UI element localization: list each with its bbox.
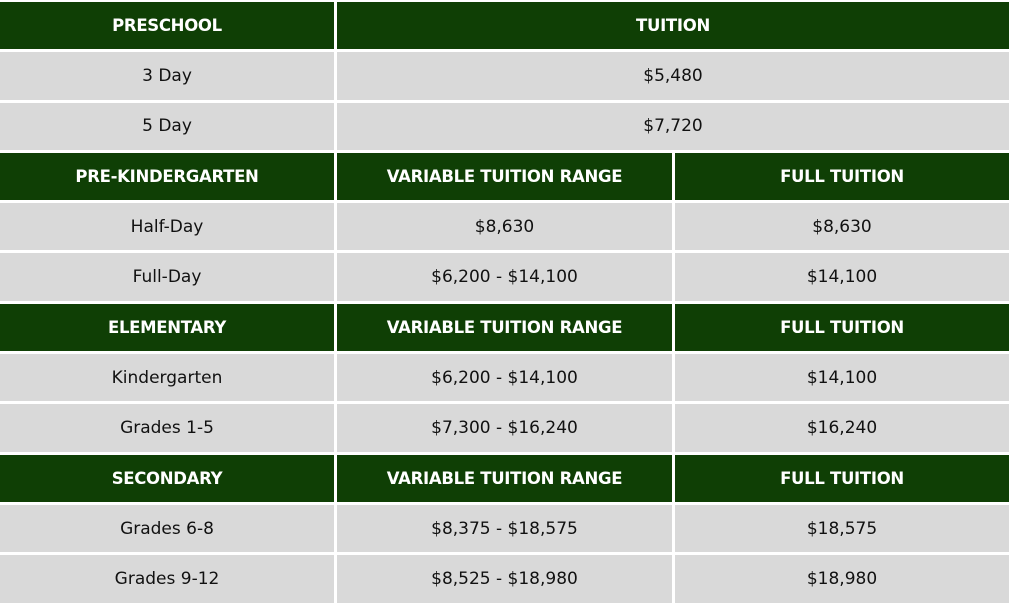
- header-cell: TUITION: [337, 2, 1009, 50]
- program-cell: 5 Day: [0, 102, 334, 150]
- tuition-cell: $5,480: [337, 52, 1009, 100]
- header-cell: VARIABLE TUITION RANGE: [337, 152, 672, 201]
- header-cell: VARIABLE TUITION RANGE: [337, 303, 672, 352]
- table-row: 5 Day $7,720: [0, 102, 1009, 150]
- range-cell: $8,630: [337, 203, 672, 251]
- header-cell: SECONDARY: [0, 454, 334, 502]
- full-tuition-cell: $18,575: [675, 504, 1009, 553]
- range-cell: $8,375 - $18,575: [337, 504, 672, 553]
- header-cell: VARIABLE TUITION RANGE: [337, 454, 672, 502]
- range-cell: $7,300 - $16,240: [337, 404, 672, 452]
- table-row: Grades 1-5 $7,300 - $16,240 $16,240: [0, 404, 1009, 452]
- header-cell: FULL TUITION: [675, 303, 1009, 352]
- elementary-header-row: ELEMENTARY VARIABLE TUITION RANGE FULL T…: [0, 303, 1009, 352]
- header-cell: FULL TUITION: [675, 454, 1009, 502]
- full-tuition-cell: $8,630: [675, 203, 1009, 251]
- range-cell: $6,200 - $14,100: [337, 253, 672, 301]
- header-cell: ELEMENTARY: [0, 303, 334, 352]
- range-cell: $8,525 - $18,980: [337, 555, 672, 603]
- program-cell: 3 Day: [0, 52, 334, 100]
- range-cell: $6,200 - $14,100: [337, 354, 672, 402]
- secondary-header-row: SECONDARY VARIABLE TUITION RANGE FULL TU…: [0, 454, 1009, 502]
- program-cell: Grades 1-5: [0, 404, 334, 452]
- header-cell: PRE-KINDERGARTEN: [0, 152, 334, 201]
- table-row: Grades 9-12 $8,525 - $18,980 $18,980: [0, 555, 1009, 603]
- program-cell: Half-Day: [0, 203, 334, 251]
- table-row: Half-Day $8,630 $8,630: [0, 203, 1009, 251]
- table-row: Full-Day $6,200 - $14,100 $14,100: [0, 253, 1009, 301]
- header-cell: FULL TUITION: [675, 152, 1009, 201]
- program-cell: Kindergarten: [0, 354, 334, 402]
- program-cell: Grades 9-12: [0, 555, 334, 603]
- pre-kindergarten-header-row: PRE-KINDERGARTEN VARIABLE TUITION RANGE …: [0, 152, 1009, 201]
- header-cell: PRESCHOOL: [0, 2, 334, 50]
- full-tuition-cell: $14,100: [675, 354, 1009, 402]
- program-cell: Full-Day: [0, 253, 334, 301]
- full-tuition-cell: $14,100: [675, 253, 1009, 301]
- program-cell: Grades 6-8: [0, 504, 334, 553]
- full-tuition-cell: $18,980: [675, 555, 1009, 603]
- table-row: 3 Day $5,480: [0, 52, 1009, 100]
- table-row: Grades 6-8 $8,375 - $18,575 $18,575: [0, 504, 1009, 553]
- preschool-header-row: PRESCHOOL TUITION: [0, 2, 1009, 50]
- full-tuition-cell: $16,240: [675, 404, 1009, 452]
- tuition-cell: $7,720: [337, 102, 1009, 150]
- table-row: Kindergarten $6,200 - $14,100 $14,100: [0, 354, 1009, 402]
